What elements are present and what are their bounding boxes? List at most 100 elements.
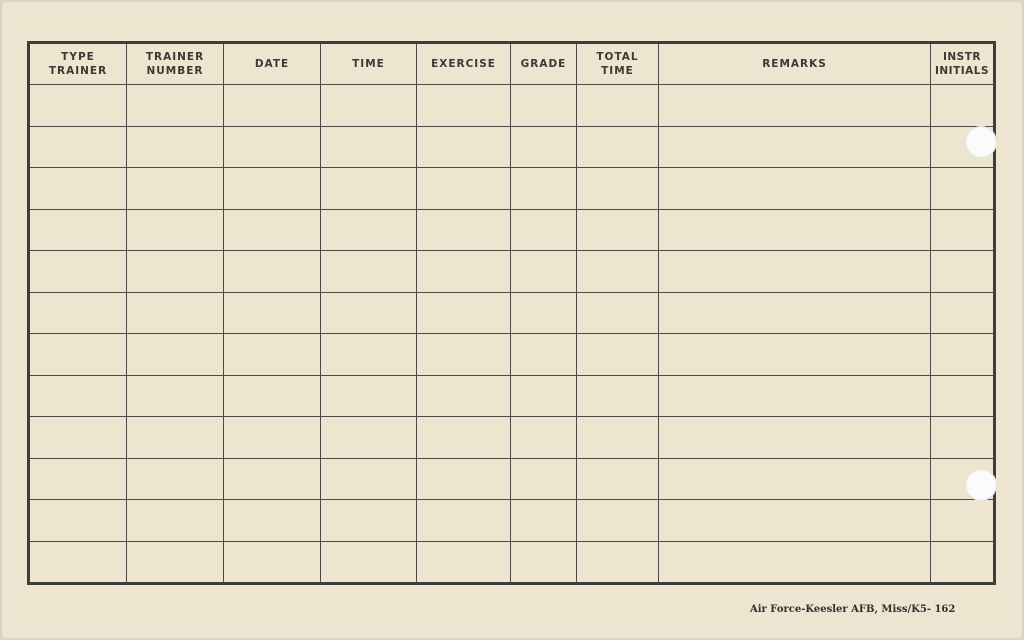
table-cell: [28, 250, 127, 293]
table-row: [28, 84, 995, 127]
table-cell: [28, 167, 127, 210]
table-cell: [930, 250, 995, 293]
table-cell: [658, 84, 931, 127]
table-cell: [658, 167, 931, 210]
table-cell: [658, 291, 931, 334]
table-cell: [320, 291, 417, 334]
header-row: TYPE TRAINER TRAINER NUMBER DATE TIME EX…: [28, 42, 995, 85]
table-cell: [416, 208, 511, 251]
table-cell: [28, 125, 127, 168]
table-cell: [223, 250, 321, 293]
table-row: [28, 291, 995, 334]
printer-imprint: Air Force-Keesler AFB, Miss/K5- 162: [750, 604, 956, 615]
table-cell: [416, 84, 511, 127]
table-cell: [576, 457, 659, 500]
table-cell: [126, 167, 224, 210]
table-cell: [223, 457, 321, 500]
table-cell: [658, 499, 931, 542]
table-cell: [416, 374, 511, 417]
table-cell: [510, 374, 577, 417]
table-cell: [658, 374, 931, 417]
table-cell: [576, 250, 659, 293]
table-cell: [658, 540, 931, 584]
table-cell: [510, 250, 577, 293]
punch-hole: [965, 469, 997, 501]
table-cell: [28, 333, 127, 376]
table-cell: [126, 250, 224, 293]
table-cell: [320, 250, 417, 293]
table-cell: [320, 540, 417, 584]
table-cell: [510, 457, 577, 500]
col-remarks: REMARKS: [658, 42, 931, 85]
table-cell: [510, 167, 577, 210]
table-cell: [510, 416, 577, 459]
table-cell: [126, 374, 224, 417]
table-cell: [416, 457, 511, 500]
table-cell: [28, 84, 127, 127]
table-cell: [510, 540, 577, 584]
table-row: [28, 416, 995, 459]
table-cell: [576, 208, 659, 251]
table-cell: [126, 208, 224, 251]
table-cell: [576, 540, 659, 584]
table-cell: [930, 374, 995, 417]
table-cell: [126, 416, 224, 459]
col-date: DATE: [223, 42, 321, 85]
table-cell: [416, 540, 511, 584]
table-cell: [320, 333, 417, 376]
col-instr-initials: INSTR INITIALS: [930, 42, 995, 85]
table-row: [28, 499, 995, 542]
table-cell: [930, 540, 995, 584]
table-cell: [126, 540, 224, 584]
table-cell: [126, 499, 224, 542]
table-cell: [416, 125, 511, 168]
col-time: TIME: [320, 42, 417, 85]
table-cell: [320, 374, 417, 417]
table-cell: [223, 374, 321, 417]
table-cell: [320, 499, 417, 542]
table-cell: [28, 208, 127, 251]
table-row: [28, 125, 995, 168]
table-cell: [416, 167, 511, 210]
table-cell: [223, 333, 321, 376]
col-total-time: TOTAL TIME: [576, 42, 659, 85]
table-cell: [28, 499, 127, 542]
table-cell: [930, 167, 995, 210]
table-cell: [930, 208, 995, 251]
table-row: [28, 333, 995, 376]
table-row: [28, 374, 995, 417]
table-cell: [28, 457, 127, 500]
table-cell: [930, 416, 995, 459]
col-exercise: EXERCISE: [416, 42, 511, 85]
table-cell: [930, 84, 995, 127]
table-cell: [658, 333, 931, 376]
table-cell: [416, 333, 511, 376]
trainer-record-table: TYPE TRAINER TRAINER NUMBER DATE TIME EX…: [27, 41, 996, 585]
table-row: [28, 208, 995, 251]
col-grade: GRADE: [510, 42, 577, 85]
table-cell: [28, 374, 127, 417]
table-cell: [320, 208, 417, 251]
table-cell: [223, 540, 321, 584]
table-cell: [576, 84, 659, 127]
table-cell: [658, 416, 931, 459]
table-cell: [576, 333, 659, 376]
table-cell: [126, 84, 224, 127]
table-cell: [510, 333, 577, 376]
table-cell: [126, 125, 224, 168]
table-cell: [320, 84, 417, 127]
table-cell: [126, 291, 224, 334]
table-row: [28, 540, 995, 584]
table-cell: [576, 291, 659, 334]
table-cell: [416, 291, 511, 334]
table-cell: [576, 416, 659, 459]
table-cell: [223, 167, 321, 210]
table-cell: [658, 457, 931, 500]
table-cell: [930, 291, 995, 334]
table-cell: [576, 167, 659, 210]
table-cell: [28, 540, 127, 584]
table-row: [28, 167, 995, 210]
table-cell: [510, 208, 577, 251]
table-cell: [223, 499, 321, 542]
